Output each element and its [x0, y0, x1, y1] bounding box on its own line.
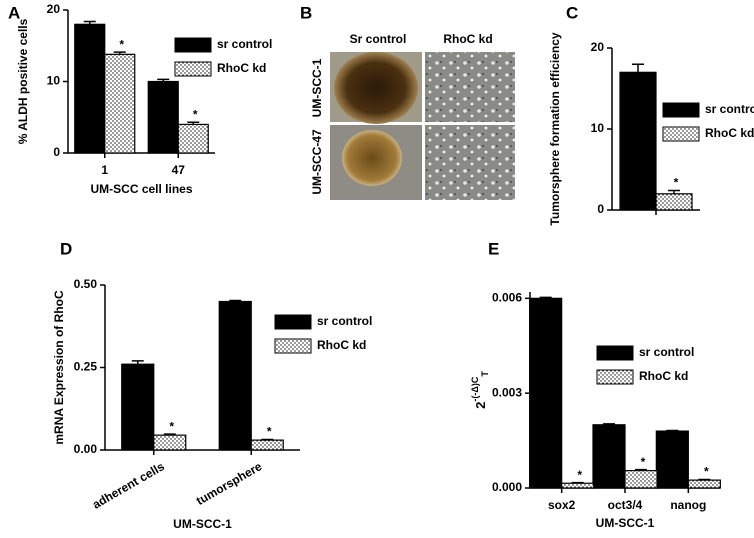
y-axis-label-part: -(-Δ)C — [470, 376, 480, 401]
y-axis-label: Tumorsphere formation efficiency — [548, 32, 562, 225]
legend-label: RhoC kd — [705, 126, 754, 140]
x-tick-label: 1 — [101, 163, 108, 177]
y-tick-label: 0.25 — [74, 360, 98, 374]
x-tick-label: oct3/4 — [608, 498, 643, 512]
legend-label: sr control — [317, 314, 372, 328]
y-tick-label: 0.006 — [492, 290, 522, 304]
x-axis-label: UM-SCC-1 — [596, 516, 655, 530]
x-tick-label: sox2 — [548, 498, 576, 512]
significance-mark: * — [641, 455, 646, 469]
y-tick-label: 0 — [53, 145, 60, 159]
bar — [147, 80, 179, 154]
significance-mark: * — [119, 37, 124, 51]
legend-label: RhoC kd — [317, 338, 366, 352]
x-tick-label: nanog — [670, 498, 706, 512]
x-tick-label: 47 — [172, 163, 186, 177]
significance-mark: * — [674, 176, 679, 190]
bar — [619, 71, 657, 211]
y-tick-label: 10 — [47, 74, 61, 88]
panel-letter: C — [566, 3, 578, 22]
photo — [425, 125, 515, 200]
significance-mark: * — [704, 465, 709, 479]
panel-letter: A — [8, 3, 20, 22]
photo — [334, 52, 418, 124]
y-tick-label: 0 — [597, 202, 604, 216]
significance-mark: * — [169, 419, 174, 433]
x-axis-label: UM-SCC-1 — [173, 517, 232, 531]
legend-label: sr control — [217, 37, 272, 51]
bar — [104, 53, 136, 154]
error-bar — [632, 63, 644, 73]
bar — [529, 297, 563, 489]
legend-swatch — [596, 345, 634, 361]
y-axis-label: % ALDH positive cells — [16, 18, 30, 144]
column-label: Sr control — [350, 32, 407, 46]
x-tick-label: adherent cells — [90, 459, 167, 512]
row-label: UM-SCC-1 — [310, 58, 324, 117]
bar — [624, 470, 658, 489]
legend-label: RhoC kd — [639, 369, 688, 383]
y-tick-label: 20 — [47, 2, 61, 16]
significance-mark: * — [193, 107, 198, 121]
panel-letter: E — [488, 239, 499, 258]
bar — [153, 434, 187, 451]
bar — [177, 123, 209, 154]
y-axis-label-part: T — [480, 371, 490, 377]
y-axis-label: mRNA Expression of RhoC — [52, 290, 66, 445]
x-tick-label: tumorsphere — [194, 459, 265, 508]
panel-letter: D — [60, 239, 72, 258]
y-tick-label: 10 — [591, 121, 605, 135]
bar — [218, 300, 252, 451]
panel-letter: B — [300, 3, 312, 22]
y-tick-label: 0.000 — [492, 480, 522, 494]
photo — [425, 52, 515, 122]
photo — [342, 130, 402, 186]
y-tick-label: 0.003 — [492, 385, 522, 399]
legend-swatch — [662, 126, 700, 142]
bar — [655, 193, 693, 211]
y-tick-label: 20 — [591, 40, 605, 54]
bar — [250, 439, 284, 451]
y-axis-label-part: 2 — [473, 402, 488, 409]
y-tick-label: 0.50 — [74, 277, 98, 291]
legend-swatch — [662, 102, 700, 118]
y-tick-label: 0.00 — [74, 442, 98, 456]
legend-swatch — [596, 369, 634, 385]
legend-swatch — [274, 314, 312, 330]
legend-swatch — [174, 61, 212, 77]
x-axis-label: UM-SCC cell lines — [90, 182, 192, 196]
bar — [74, 23, 106, 154]
bar — [561, 482, 595, 489]
legend-label: sr control — [705, 102, 754, 116]
bar — [655, 430, 689, 489]
significance-mark: * — [577, 468, 582, 482]
legend-label: RhoC kd — [217, 61, 266, 75]
legend-swatch — [174, 37, 212, 53]
y-axis-label: 2-(-Δ)CT — [470, 371, 490, 409]
legend-label: sr control — [639, 345, 694, 359]
column-label: RhoC kd — [443, 32, 492, 46]
significance-mark: * — [267, 425, 272, 439]
legend-swatch — [274, 338, 312, 354]
image-panel: B Sr control RhoC kd UM-SCC-1 UM-SCC-47 — [300, 3, 515, 200]
row-label: UM-SCC-47 — [310, 129, 324, 195]
bar — [121, 363, 155, 451]
bar — [592, 424, 626, 489]
bar — [687, 479, 721, 489]
